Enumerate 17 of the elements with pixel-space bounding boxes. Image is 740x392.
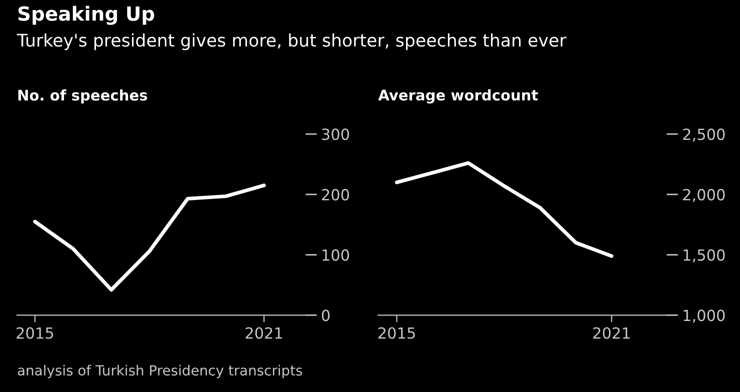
- x-tick-label: 2015: [16, 327, 54, 339]
- chart-subtitle: Turkey's president gives more, but shorter, speeches than ever: [16, 33, 566, 50]
- y-tick-label: 1,000: [684, 310, 725, 323]
- x-tick-label: 2015: [378, 327, 415, 339]
- y-tick-label: 2,500: [683, 128, 725, 142]
- y-tick-label: 300: [322, 128, 350, 140]
- y-tick-label: 0: [322, 310, 330, 322]
- x-tick-label: 2021: [246, 327, 282, 339]
- x-tick-label: 2021: [593, 327, 630, 339]
- y-axis-title: No. of speeches: [18, 89, 148, 104]
- y-axis-title: Average wordcount: [378, 89, 538, 104]
- chart-title: Speaking Up: [18, 6, 154, 25]
- text: analysis of Turkish Presidency transcripts: [18, 364, 302, 378]
- y-tick-label: 2,000: [683, 188, 725, 202]
- y-tick-label: 100: [322, 249, 350, 261]
- y-tick-label: 200: [322, 188, 350, 200]
- y-tick-label: 1,500: [684, 249, 725, 262]
